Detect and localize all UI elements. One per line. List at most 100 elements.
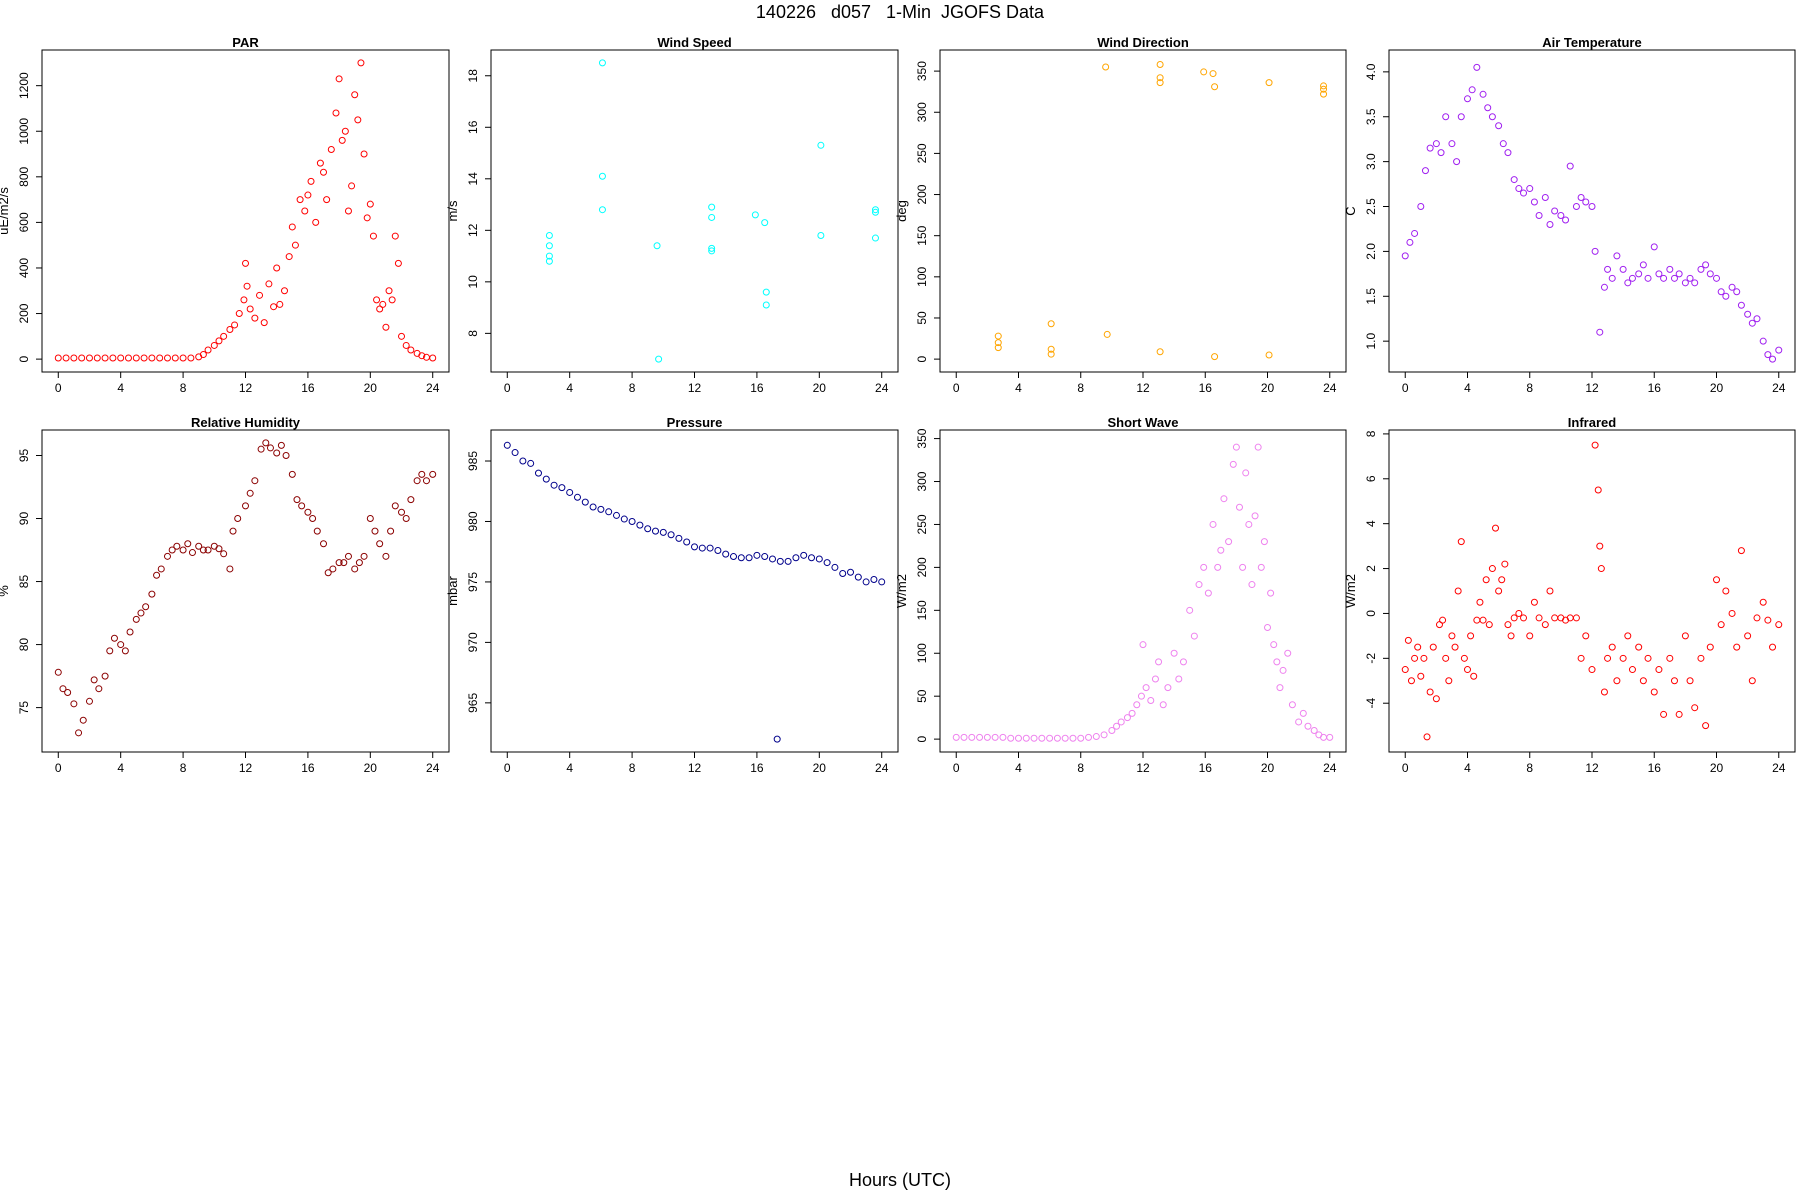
- data-point: [101, 354, 109, 362]
- data-point: [184, 540, 192, 548]
- data-point: [376, 540, 384, 548]
- data-point: [323, 196, 331, 204]
- y-tick-label: 250: [915, 143, 929, 163]
- data-point: [1733, 643, 1741, 651]
- data-point: [304, 508, 312, 516]
- data-point: [341, 127, 349, 135]
- data-point: [871, 206, 879, 214]
- data-point: [550, 481, 558, 489]
- plot-frame: [41, 429, 450, 753]
- data-point: [1473, 616, 1481, 624]
- data-point: [1591, 441, 1599, 449]
- plot-frame: [939, 429, 1347, 753]
- data-point: [773, 735, 781, 743]
- data-point: [304, 191, 312, 199]
- y-tick-label: 970: [466, 632, 480, 652]
- data-point: [168, 546, 176, 554]
- data-point: [1604, 265, 1612, 273]
- data-point: [854, 573, 862, 581]
- data-point: [313, 527, 321, 535]
- x-tick-label: 4: [1464, 381, 1471, 395]
- y-tick-label: 0: [1364, 610, 1378, 617]
- chart-title: Relative Humidity: [191, 415, 301, 430]
- data-point: [983, 733, 991, 741]
- data-point: [312, 218, 320, 226]
- data-point: [589, 503, 597, 511]
- data-point: [722, 550, 730, 558]
- data-point: [1681, 279, 1689, 287]
- data-point: [1276, 684, 1284, 692]
- data-point: [761, 219, 769, 227]
- data-point: [1691, 279, 1699, 287]
- x-tick-label: 0: [55, 381, 62, 395]
- y-tick-label: 1.0: [1364, 333, 1378, 350]
- x-tick-label: 8: [180, 381, 187, 395]
- data-point: [1504, 621, 1512, 629]
- data-point: [545, 257, 553, 265]
- data-point: [1488, 565, 1496, 573]
- chart-title: Pressure: [667, 415, 723, 430]
- data-point: [1748, 319, 1756, 327]
- y-tick-label: 350: [915, 61, 929, 81]
- data-point: [1769, 355, 1777, 363]
- data-point: [862, 578, 870, 586]
- x-tick-label: 8: [1077, 381, 1084, 395]
- x-tick-label: 4: [566, 381, 573, 395]
- data-point: [714, 546, 722, 554]
- y-tick-label: 16: [466, 120, 480, 134]
- data-point: [976, 733, 984, 741]
- data-point: [391, 232, 399, 240]
- data-point: [1501, 560, 1509, 568]
- data-point: [1541, 621, 1549, 629]
- data-point: [519, 457, 527, 465]
- data-point: [173, 542, 181, 550]
- data-point: [1666, 654, 1674, 662]
- x-tick-label: 12: [1585, 761, 1599, 775]
- data-point: [1650, 688, 1658, 696]
- data-point: [1047, 320, 1055, 328]
- data-point: [344, 207, 352, 215]
- data-point: [1572, 614, 1580, 622]
- y-axis-label: m/s: [445, 200, 460, 221]
- data-point: [1426, 688, 1434, 696]
- data-point: [132, 615, 140, 623]
- data-point: [187, 354, 195, 362]
- y-tick-label: 8: [466, 330, 480, 337]
- data-point: [388, 296, 396, 304]
- data-point: [1046, 734, 1054, 742]
- y-tick-label: 75: [17, 701, 31, 715]
- x-tick-label: 12: [1136, 381, 1150, 395]
- x-tick-label: 12: [688, 381, 702, 395]
- data-point: [1014, 734, 1022, 742]
- x-tick-label: 0: [504, 761, 511, 775]
- data-point: [246, 489, 254, 497]
- data-point: [307, 177, 315, 185]
- data-point: [1526, 632, 1534, 640]
- x-tick-label: 12: [688, 761, 702, 775]
- data-point: [1591, 247, 1599, 255]
- data-point: [309, 515, 317, 523]
- chart-title: Wind Speed: [657, 35, 731, 50]
- x-tick-label: 24: [1772, 761, 1786, 775]
- data-point: [1670, 677, 1678, 685]
- data-point: [815, 555, 823, 563]
- chart-panel-6: Short Wave W/m2 0 4 8 12 16 20 24 0 50 100 150 200 250…: [894, 415, 1347, 775]
- data-point: [1137, 692, 1145, 700]
- data-point: [1457, 538, 1465, 546]
- data-point: [1200, 68, 1208, 76]
- data-point: [418, 352, 426, 360]
- data-point: [1030, 734, 1038, 742]
- data-point: [1133, 701, 1141, 709]
- x-tick-label: 20: [1710, 761, 1724, 775]
- data-point: [1211, 353, 1219, 361]
- data-point: [282, 451, 290, 459]
- data-point: [117, 641, 125, 649]
- data-point: [545, 252, 553, 260]
- data-point: [878, 578, 886, 586]
- data-point: [1100, 731, 1108, 739]
- y-tick-label: 2: [1364, 565, 1378, 572]
- x-tick-label: 24: [875, 381, 889, 395]
- data-point: [179, 546, 187, 554]
